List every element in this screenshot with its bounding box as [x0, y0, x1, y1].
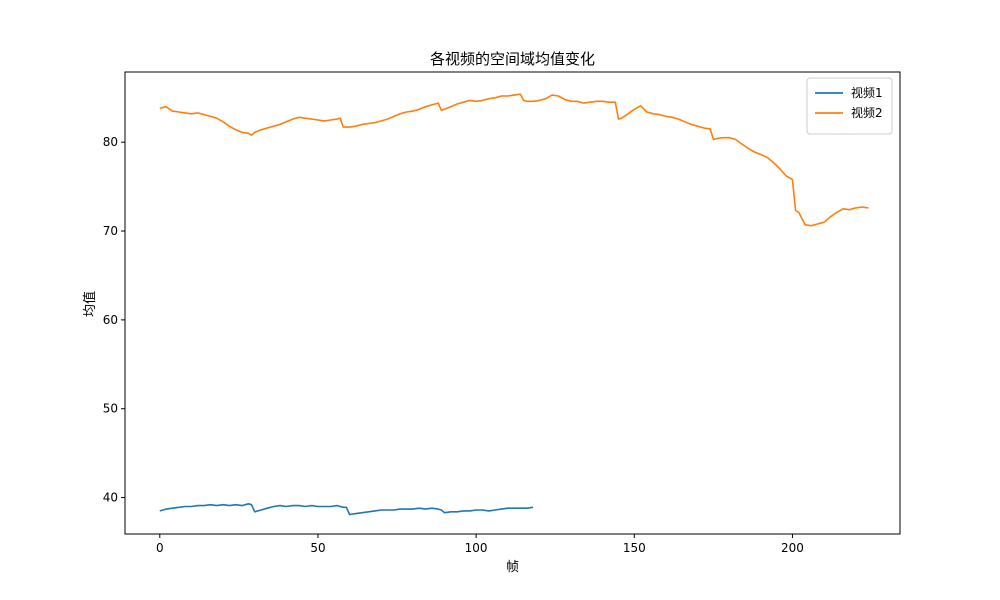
y-tick-label: 40: [103, 491, 118, 505]
x-tick-label: 100: [465, 541, 488, 555]
y-tick-label: 60: [103, 313, 118, 327]
series-line-1: [159, 502, 534, 516]
x-tick-label: 150: [623, 541, 646, 555]
legend-label-1: 视频1: [851, 85, 883, 100]
y-axis-label: 均值: [82, 291, 98, 317]
y-tick-label: 80: [103, 135, 118, 149]
chart-title: 各视频的空间域均值变化: [430, 50, 595, 68]
x-tick-label: 50: [310, 541, 325, 555]
y-tick-label: 70: [103, 224, 118, 238]
y-tick-label: 50: [103, 402, 118, 416]
plot-frame: [124, 71, 901, 535]
x-tick-label: 0: [156, 541, 164, 555]
x-tick-label: 200: [781, 541, 804, 555]
legend-box: [806, 77, 893, 135]
series-line-2: [159, 93, 869, 227]
x-axis-label: 帧: [506, 560, 519, 575]
legend-label-2: 视频2: [851, 105, 883, 120]
plot-area: 0 50 100 150 200 40 50 60 70 80: [103, 93, 869, 555]
